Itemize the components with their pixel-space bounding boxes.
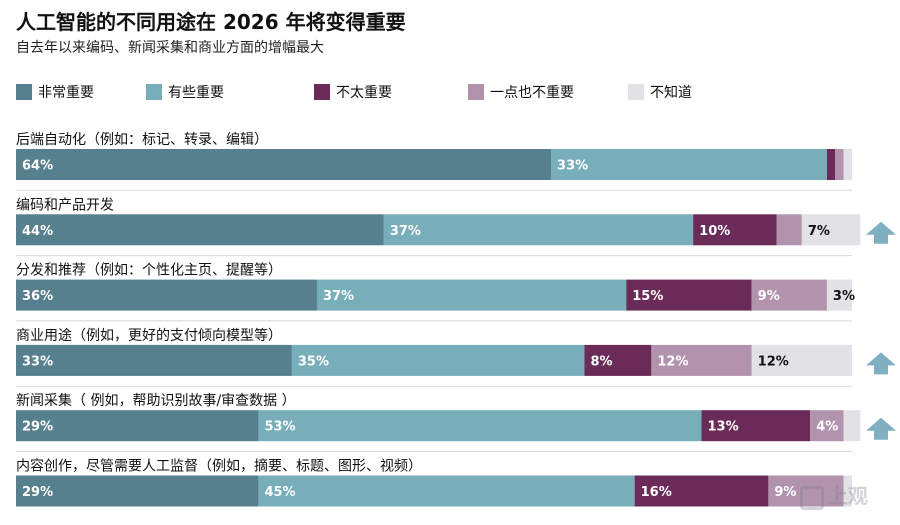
bar-commercial-dont-know (751, 344, 852, 376)
category-label-content-creation: 内容创作，尽管需要人工监督（例如，摘要、标题、图形、视频） (16, 458, 422, 475)
bar-newsgathering-not-very-important (701, 410, 811, 442)
legend: 非常重要 有些重要 不太重要 一点也不重要 不知道 (16, 82, 876, 102)
bar-commercial-very-important (16, 344, 292, 376)
data-label-content-creation-not-important-at-all: 9% (774, 485, 796, 500)
category-label-backend-automation: 后端自动化（例如：标记、转录、编辑） (16, 132, 268, 148)
data-label-commercial-not-very-important: 8% (590, 354, 612, 369)
bar-content-creation-dont-know (843, 475, 852, 507)
data-label-commercial-somewhat-important: 35% (298, 354, 329, 369)
bar-backend-automation-not-very-important (826, 149, 836, 180)
bar-distribution-dont-know (826, 279, 852, 311)
legend-item-dont-know: 不知道 (628, 82, 692, 102)
watermark-logo-icon (800, 485, 824, 510)
bar-coding-product-not-very-important (693, 214, 777, 246)
bar-content-creation-not-important-at-all (768, 475, 844, 507)
bar-backend-automation-dont-know (843, 149, 852, 180)
bar-coding-product-very-important (16, 214, 384, 246)
data-label-distribution-very-important: 36% (22, 289, 53, 304)
data-label-commercial-not-important-at-all: 12% (657, 354, 688, 369)
data-label-newsgathering-very-important: 29% (22, 420, 53, 435)
category-label-distribution: 分发和推荐（例如：个性化主页、提醒等） (16, 262, 282, 279)
data-label-commercial-very-important: 33% (22, 354, 53, 369)
data-label-newsgathering-somewhat-important: 53% (264, 420, 295, 435)
bar-distribution-not-very-important (626, 279, 752, 311)
bar-content-creation-not-very-important (634, 475, 769, 507)
bar-content-creation-somewhat-important (258, 475, 635, 507)
bar-commercial-not-very-important (584, 344, 652, 376)
legend-label-not-very-important: 不太重要 (336, 85, 392, 101)
data-label-coding-product-very-important: 44% (22, 224, 53, 239)
increase-arrow-icon (866, 417, 896, 440)
data-label-newsgathering-not-very-important: 13% (708, 420, 739, 435)
bar-backend-automation-somewhat-important (551, 149, 827, 180)
bar-newsgathering-somewhat-important (258, 410, 702, 442)
bar-commercial-not-important-at-all (651, 344, 752, 376)
bar-coding-product-somewhat-important (383, 214, 694, 246)
data-label-backend-automation-somewhat-important: 33% (557, 159, 588, 174)
data-label-content-creation-not-very-important: 16% (641, 485, 672, 500)
bar-distribution-somewhat-important (316, 279, 627, 311)
data-label-distribution-dont-know: 3% (833, 289, 855, 304)
bar-content-creation-very-important (16, 475, 259, 507)
data-label-backend-automation-very-important: 64% (22, 159, 53, 174)
chart-subtitle: 自去年以来编码、新闻采集和商业方面的增幅最大 (16, 40, 324, 56)
legend-swatch-somewhat-important (146, 84, 162, 100)
data-label-content-creation-very-important: 29% (22, 485, 53, 500)
legend-label-dont-know: 不知道 (650, 85, 692, 101)
legend-item-not-very-important: 不太重要 (314, 82, 392, 102)
legend-label-somewhat-important: 有些重要 (168, 85, 224, 101)
data-label-commercial-dont-know: 12% (758, 354, 789, 369)
data-label-distribution-not-very-important: 15% (632, 289, 663, 304)
bar-backend-automation-not-important-at-all (835, 149, 844, 180)
data-label-coding-product-not-very-important: 10% (699, 224, 730, 239)
bar-distribution-very-important (16, 279, 317, 311)
chart-title: 人工智能的不同用途在 2026 年将变得重要 (16, 10, 406, 34)
legend-swatch-not-very-important (314, 84, 330, 100)
legend-label-very-important: 非常重要 (38, 85, 94, 101)
bar-newsgathering-not-important-at-all (810, 410, 844, 442)
legend-item-very-important: 非常重要 (16, 82, 94, 102)
bar-newsgathering-very-important (16, 410, 259, 442)
bar-coding-product-not-important-at-all (776, 214, 802, 246)
data-label-distribution-somewhat-important: 37% (323, 289, 354, 304)
legend-item-somewhat-important: 有些重要 (146, 82, 224, 102)
data-label-coding-product-somewhat-important: 37% (390, 224, 421, 239)
data-label-coding-product-dont-know: 7% (808, 224, 830, 239)
legend-swatch-dont-know (628, 84, 644, 100)
data-label-newsgathering-not-important-at-all: 4% (816, 420, 838, 435)
category-label-coding-product: 编码和产品开发 (16, 197, 114, 213)
data-label-content-creation-somewhat-important: 45% (264, 485, 295, 500)
bar-backend-automation-very-important (16, 149, 552, 180)
bar-distribution-not-important-at-all (751, 279, 827, 311)
category-label-commercial: 商业用途（例如，更好的支付倾向模型等） (16, 327, 282, 344)
bar-newsgathering-dont-know (843, 410, 861, 442)
watermark-text: 上观 (828, 484, 868, 508)
data-label-distribution-not-important-at-all: 9% (758, 289, 780, 304)
legend-swatch-not-important-at-all (468, 84, 484, 100)
increase-arrow-icon (866, 221, 896, 244)
legend-swatch-very-important (16, 84, 32, 100)
bar-coding-product-dont-know (801, 214, 861, 246)
legend-label-not-important-at-all: 一点也不重要 (490, 85, 574, 101)
legend-item-not-important-at-all: 一点也不重要 (468, 82, 574, 102)
watermark: 上观 (800, 480, 868, 510)
bar-commercial-somewhat-important (291, 344, 585, 376)
category-label-newsgathering: 新闻采集（ 例如，帮助识别故事/审查数据 ） (16, 392, 296, 409)
increase-arrow-icon (866, 352, 896, 375)
